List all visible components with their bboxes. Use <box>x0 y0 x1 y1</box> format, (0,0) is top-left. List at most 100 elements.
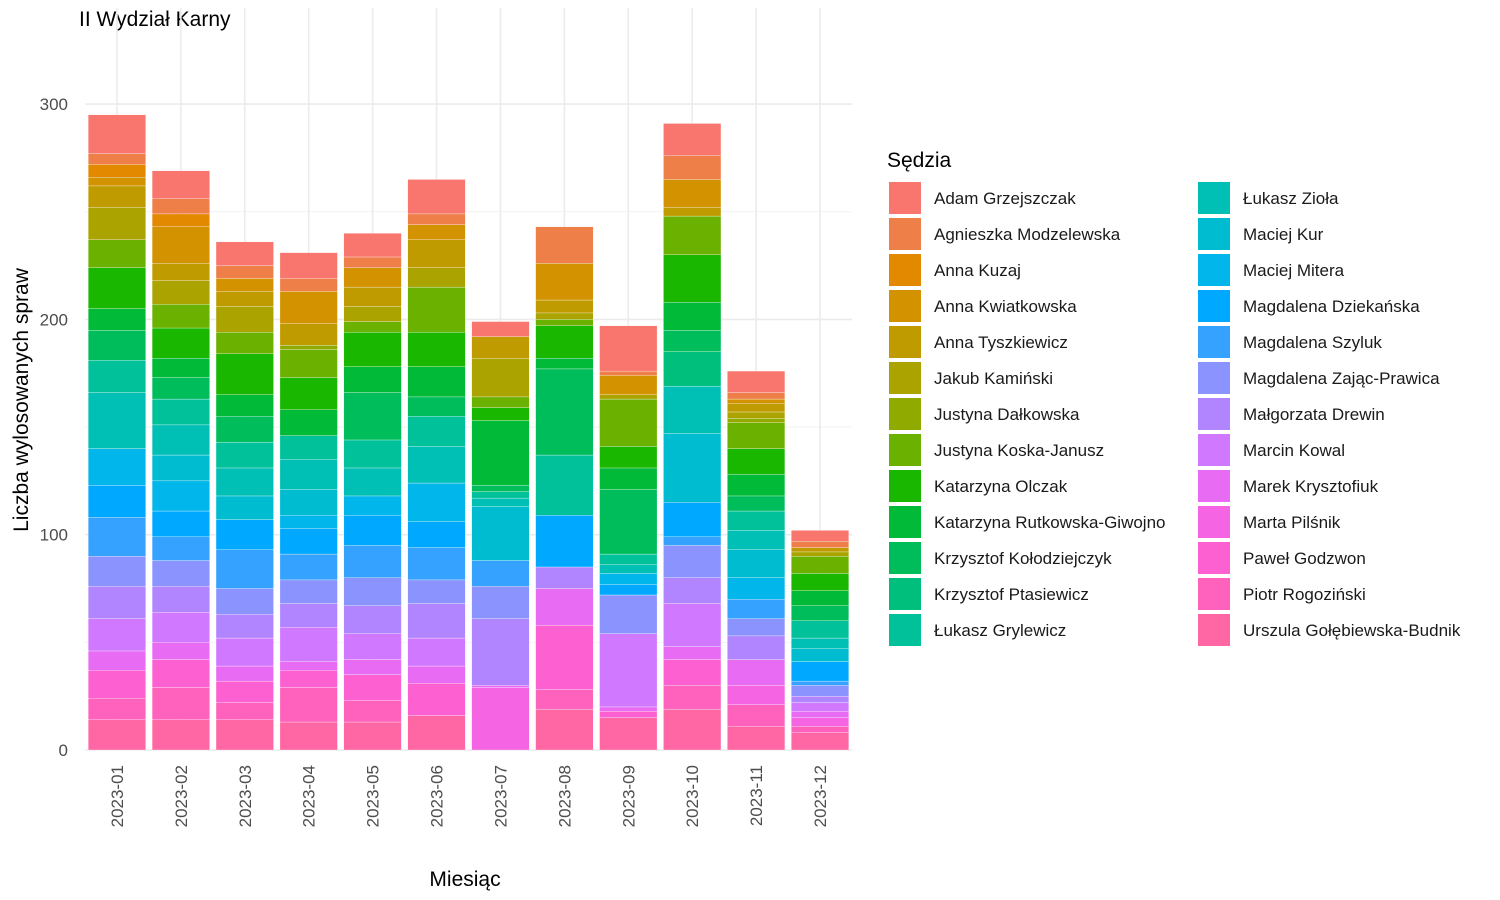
bar-segment <box>663 351 722 387</box>
bar-segment <box>663 708 722 751</box>
bar-segment <box>279 377 338 410</box>
bar-segment <box>407 683 466 716</box>
bar-segment <box>407 179 466 215</box>
bar-segment <box>727 398 786 404</box>
legend-label: Anna Tyszkiewicz <box>934 333 1068 352</box>
legend-key <box>889 398 921 430</box>
bar-segment <box>279 345 338 350</box>
bar-segment <box>663 659 722 686</box>
bar-segment <box>88 556 146 587</box>
bar-segment <box>535 319 594 327</box>
legend-label: Maciej Kur <box>1243 225 1324 244</box>
legend-label: Maciej Mitera <box>1243 261 1345 280</box>
bar-segment <box>535 689 594 710</box>
bar-segment <box>88 164 146 178</box>
bar-segment <box>279 661 338 671</box>
bar-segment <box>727 685 786 705</box>
bar-segment <box>599 711 658 718</box>
bar-segment <box>343 286 402 307</box>
bar-segment <box>215 495 274 520</box>
legend-label: Urszula Gołębiewska-Budnik <box>1243 621 1461 640</box>
bar-segment <box>727 403 786 413</box>
bar-segment <box>663 302 722 331</box>
bar-segment <box>151 198 210 215</box>
legend-key <box>889 218 921 250</box>
chart-title: II Wydział Karny <box>79 8 231 31</box>
bar-segment <box>151 454 210 482</box>
bar-segment <box>791 530 849 542</box>
bar-segment <box>407 547 466 581</box>
bar-segment <box>407 482 466 522</box>
bar-segment <box>215 588 274 615</box>
bar-segment <box>151 327 210 359</box>
bar-segment <box>727 510 786 531</box>
bar-segment <box>88 153 146 165</box>
legend-key <box>1198 506 1230 538</box>
legend-label: Małgorzata Drewin <box>1243 405 1385 424</box>
legend-label: Katarzyna Rutkowska-Giwojno <box>934 513 1165 532</box>
bar-segment <box>343 659 402 675</box>
y-tick-label: 300 <box>40 95 68 114</box>
bar-segment <box>599 564 658 574</box>
bar-segment <box>599 633 658 708</box>
bar-segment <box>407 446 466 484</box>
bar-segment <box>215 519 274 550</box>
bar-segment <box>791 702 849 712</box>
bar-segment <box>215 680 274 703</box>
bar-segment <box>663 385 722 434</box>
bar-segment <box>727 618 786 637</box>
bar-segment <box>151 304 210 329</box>
bar-segment <box>407 267 466 288</box>
bar-segment <box>791 717 849 727</box>
legend-key <box>889 506 921 538</box>
bar-segment <box>343 700 402 723</box>
x-tick-label: 2023-02 <box>172 765 191 827</box>
legend-key <box>1198 362 1230 394</box>
bar-segment <box>599 446 658 469</box>
bar-segment <box>215 719 274 751</box>
legend-label: Krzysztof Ptasiewicz <box>934 585 1089 604</box>
bar-segment <box>791 732 849 751</box>
bar-segment <box>407 715 466 751</box>
legend-key <box>889 182 921 214</box>
bar-segment <box>279 603 338 628</box>
bar-segment <box>471 336 530 359</box>
bar-segment <box>88 330 146 361</box>
legend-label: Magdalena Szyluk <box>1243 333 1382 352</box>
bar-segment <box>343 321 402 333</box>
bar-segment <box>407 332 466 367</box>
bar-segment <box>663 603 722 647</box>
bar-segment <box>151 226 210 264</box>
bar-segment <box>599 398 658 447</box>
bar-segment <box>215 416 274 443</box>
bar-segment <box>471 586 530 619</box>
bar-segment <box>791 726 849 733</box>
bar-segment <box>343 721 402 751</box>
legend-key <box>1198 218 1230 250</box>
bar-segment <box>88 114 146 154</box>
bar-segment <box>151 687 210 721</box>
x-tick-label: 2023-08 <box>555 765 574 827</box>
bar-segment <box>151 170 210 199</box>
bar-segment <box>727 599 786 619</box>
legend-label: Agnieszka Modzelewska <box>934 225 1121 244</box>
bar-segment <box>407 286 466 333</box>
bar-segment <box>535 312 594 320</box>
bar-segment <box>343 332 402 367</box>
x-tick-label: 2023-05 <box>364 765 383 827</box>
bar-segment <box>279 627 338 662</box>
bar-segment <box>727 549 786 578</box>
bar-segment <box>343 392 402 441</box>
x-tick-label: 2023-01 <box>108 765 127 827</box>
bar-segment <box>791 547 849 553</box>
bar-segment <box>791 551 849 557</box>
bar-segment <box>279 291 338 324</box>
bar-segment <box>791 637 849 649</box>
bar-segment <box>88 308 146 331</box>
bar-segment <box>88 618 146 652</box>
bar-segment <box>88 670 146 699</box>
bar-segment <box>407 239 466 268</box>
bar-segment <box>215 614 274 639</box>
bar-segment <box>663 207 722 217</box>
legend-key <box>889 470 921 502</box>
